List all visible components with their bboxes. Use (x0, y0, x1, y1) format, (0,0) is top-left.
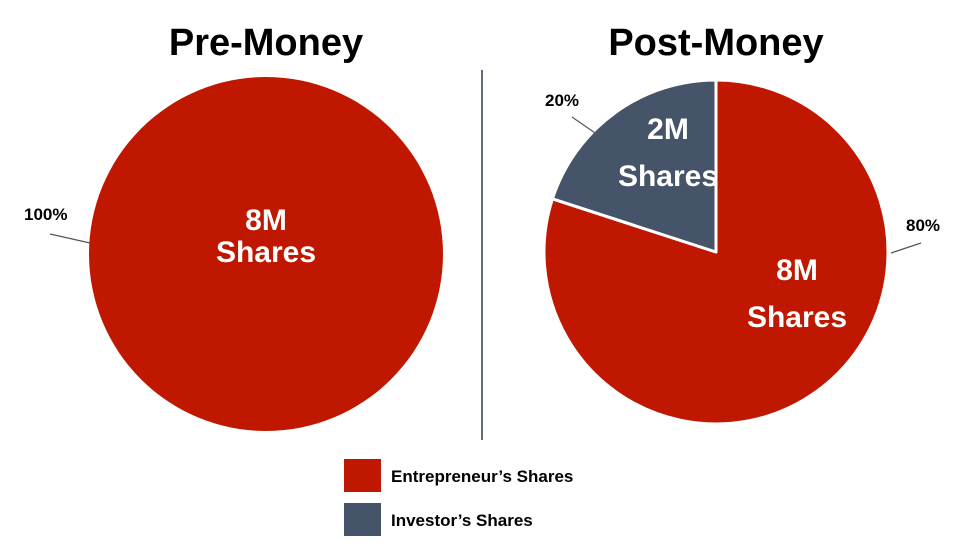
leader-line-investor (571, 116, 599, 136)
leader-line-entrepreneur (890, 242, 922, 254)
percent-label-entrepreneur: 100% (24, 205, 67, 224)
pre-money-title: Pre-Money (169, 22, 363, 64)
slice-label-entrepreneur-1: 8M (245, 204, 287, 237)
legend-swatch-entrepreneur (344, 459, 381, 492)
post-money-pie: 8M Shares 80% 2M Shares 20% (542, 78, 940, 426)
leader-line-entrepreneur (49, 233, 91, 244)
legend: Entrepreneur’s Shares Investor’s Shares (344, 459, 573, 536)
percent-label-investor: 20% (545, 91, 579, 110)
percent-label-entrepreneur: 80% (906, 216, 940, 235)
slice-label-investor-1: 2M (647, 113, 689, 146)
legend-label-entrepreneur: Entrepreneur’s Shares (391, 467, 573, 486)
slice-label-entrepreneur-1: 8M (776, 254, 818, 287)
slice-label-entrepreneur-2: Shares (216, 236, 316, 269)
pie-slice-entrepreneur (89, 77, 443, 431)
legend-label-investor: Investor’s Shares (391, 511, 533, 530)
legend-swatch-investor (344, 503, 381, 536)
post-money-title: Post-Money (608, 22, 823, 64)
pie-slice-investor (550, 78, 718, 254)
slice-label-entrepreneur-2: Shares (747, 301, 847, 334)
slice-label-investor-2: Shares (618, 160, 718, 193)
